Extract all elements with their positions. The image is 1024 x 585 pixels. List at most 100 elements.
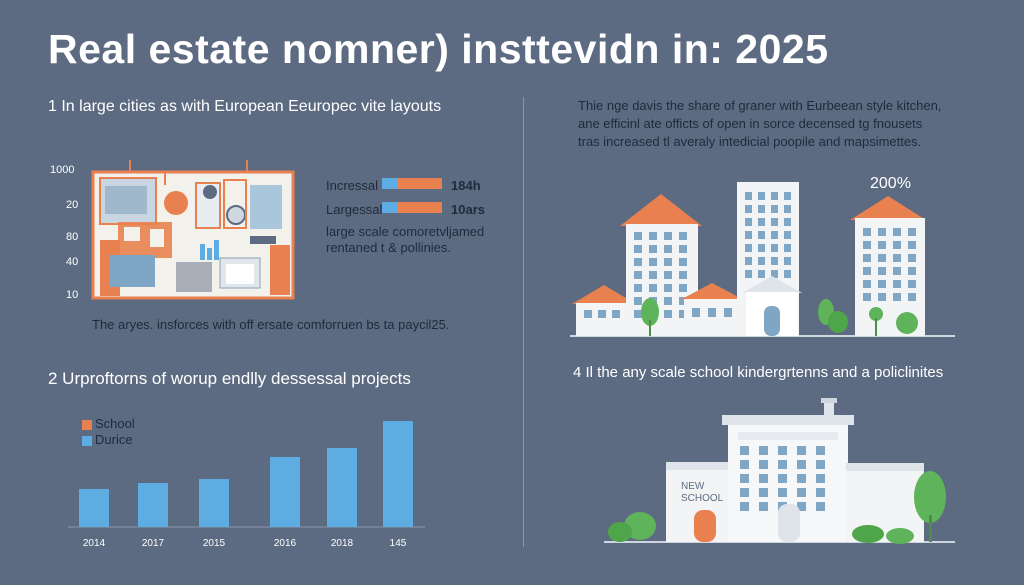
legend-item-school: School xyxy=(82,416,135,432)
y-label: 20 xyxy=(66,199,79,211)
window xyxy=(908,280,916,288)
window xyxy=(784,231,791,239)
window xyxy=(771,218,778,226)
window xyxy=(778,460,787,469)
window xyxy=(664,284,672,292)
window xyxy=(784,192,791,200)
school-sign: NEW SCHOOL xyxy=(681,481,723,505)
section2-heading: 2 Urproftorns of worup endlly dessessal … xyxy=(48,369,411,388)
window xyxy=(771,192,778,200)
window xyxy=(778,488,787,497)
window xyxy=(740,446,749,455)
chart-bar xyxy=(138,483,168,527)
window xyxy=(759,502,768,511)
sign-line: NEW xyxy=(681,481,705,492)
window xyxy=(816,502,825,511)
window xyxy=(649,245,657,253)
window xyxy=(863,254,871,262)
window xyxy=(679,284,687,292)
window xyxy=(816,474,825,483)
window xyxy=(771,270,778,278)
window xyxy=(784,270,791,278)
window xyxy=(745,270,752,278)
y-label: 10 xyxy=(66,289,79,301)
window xyxy=(797,446,806,455)
x-tick-label: 2017 xyxy=(141,538,165,549)
window xyxy=(893,267,901,275)
bar-chart-bars xyxy=(79,421,413,527)
window xyxy=(878,228,886,236)
window xyxy=(634,271,642,279)
window xyxy=(634,232,642,240)
sign-line: SCHOOL xyxy=(681,493,724,504)
window xyxy=(797,502,806,511)
note-line: large scale comoretvljamed xyxy=(326,224,485,239)
window xyxy=(759,460,768,469)
h-bar-1 xyxy=(382,178,442,189)
bar-label-1: Incressal xyxy=(326,178,379,193)
legend-item-durice: Durice xyxy=(82,432,133,448)
chart-bar xyxy=(199,479,229,527)
window xyxy=(908,228,916,236)
section3-text-line: Thie nge davis the share of graner with … xyxy=(578,98,942,113)
window xyxy=(771,244,778,252)
window xyxy=(745,192,752,200)
window xyxy=(758,218,765,226)
window xyxy=(908,267,916,275)
window xyxy=(649,232,657,240)
window xyxy=(740,474,749,483)
window xyxy=(758,270,765,278)
section3-text-line: ane efficinl ate officts of open in sorc… xyxy=(578,116,923,131)
window xyxy=(816,460,825,469)
window xyxy=(797,460,806,469)
window xyxy=(745,205,752,213)
chart-bar xyxy=(79,489,109,527)
y-label: 1000 xyxy=(50,164,75,176)
window xyxy=(758,257,765,265)
buildings-illustration xyxy=(570,182,955,337)
window xyxy=(745,244,752,252)
window xyxy=(649,284,657,292)
window xyxy=(740,460,749,469)
window xyxy=(758,192,765,200)
percent-label: 200% xyxy=(870,175,911,192)
window xyxy=(649,258,657,266)
window xyxy=(649,271,657,279)
window xyxy=(893,228,901,236)
window xyxy=(758,244,765,252)
window xyxy=(878,241,886,249)
window xyxy=(893,254,901,262)
window xyxy=(759,446,768,455)
window xyxy=(679,271,687,279)
window xyxy=(745,257,752,265)
window xyxy=(771,257,778,265)
window xyxy=(771,205,778,213)
legend-swatch xyxy=(82,435,92,446)
section4-heading: 4 Il the any scale school kindergrtenns … xyxy=(573,364,944,381)
window xyxy=(878,280,886,288)
window xyxy=(664,258,672,266)
window xyxy=(863,293,871,301)
window xyxy=(893,293,901,301)
window xyxy=(664,297,672,305)
window xyxy=(908,293,916,301)
window xyxy=(740,488,749,497)
window xyxy=(908,241,916,249)
window xyxy=(634,297,642,305)
window xyxy=(679,310,687,318)
window xyxy=(893,280,901,288)
x-tick-label: 2018 xyxy=(330,538,354,549)
window xyxy=(878,254,886,262)
window xyxy=(863,280,871,288)
window xyxy=(758,205,765,213)
window xyxy=(634,310,642,318)
window xyxy=(878,293,886,301)
window xyxy=(758,231,765,239)
window xyxy=(784,244,791,252)
section1-heading: 1 In large cities as with European Eeuro… xyxy=(48,98,442,115)
window xyxy=(778,446,787,455)
window xyxy=(759,474,768,483)
school-illustration xyxy=(604,398,955,544)
x-tick-label: 2015 xyxy=(202,538,226,549)
chart-bar xyxy=(270,457,300,527)
